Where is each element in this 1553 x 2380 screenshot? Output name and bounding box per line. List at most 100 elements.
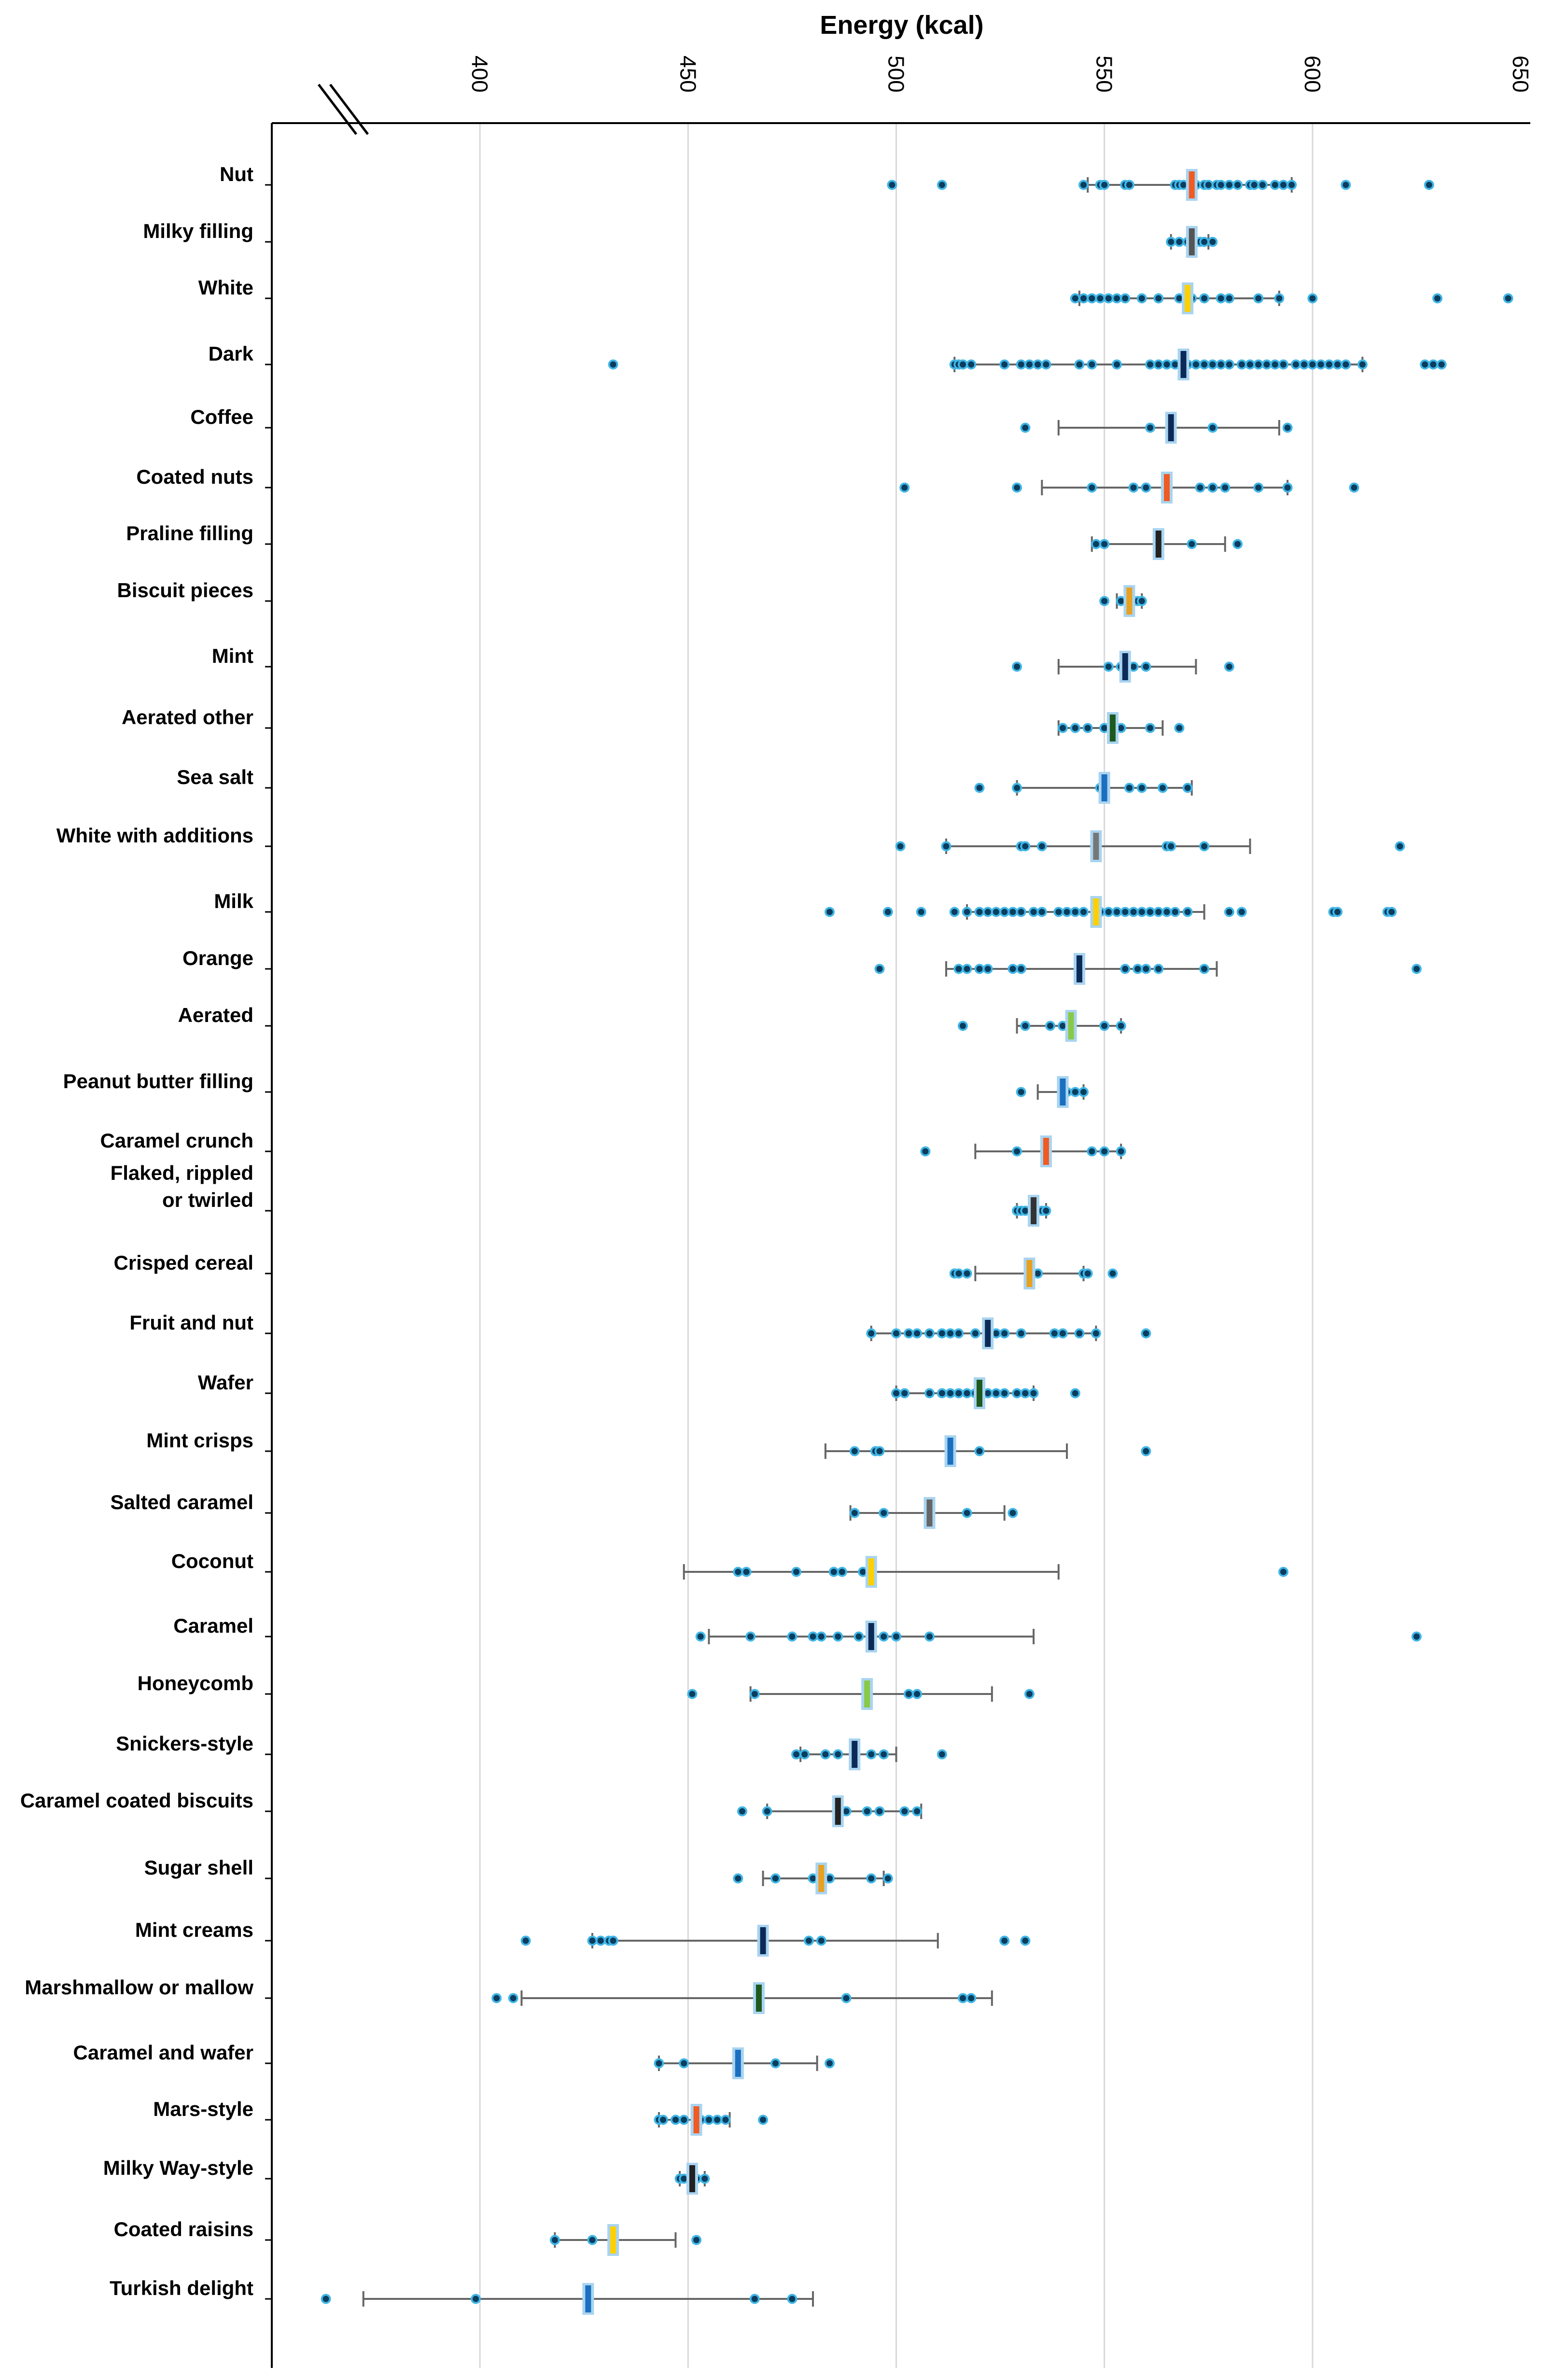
- data-point: [1145, 359, 1156, 370]
- data-point: [712, 2114, 723, 2125]
- data-point: [1012, 1146, 1022, 1157]
- data-point: [1332, 907, 1343, 917]
- median-marker: [818, 1865, 825, 1892]
- data-point: [962, 907, 972, 917]
- data-point: [799, 1749, 810, 1760]
- data-point: [882, 1873, 893, 1884]
- category-label: Coconut: [171, 1550, 253, 1572]
- category-series: [265, 2224, 702, 2256]
- median-marker: [756, 1985, 762, 2012]
- data-point: [1299, 359, 1310, 370]
- category-series: [265, 1497, 1018, 1529]
- data-point: [703, 2114, 714, 2125]
- data-point: [891, 1388, 901, 1399]
- median-marker: [1164, 474, 1170, 501]
- median-marker: [926, 1499, 933, 1526]
- median-marker: [1180, 351, 1187, 378]
- data-point: [924, 1328, 935, 1339]
- data-point: [679, 2114, 689, 2125]
- data-point: [1041, 359, 1051, 370]
- category-series: [265, 1678, 1035, 1710]
- data-point: [853, 1631, 864, 1642]
- data-point: [991, 907, 1001, 917]
- data-point: [1395, 841, 1405, 852]
- data-point: [849, 1446, 860, 1456]
- data-point: [1224, 293, 1234, 304]
- data-point: [1161, 907, 1172, 917]
- data-point: [608, 359, 618, 370]
- data-point: [962, 1268, 972, 1279]
- data-point: [1049, 1328, 1060, 1339]
- x-axis-title: Energy (kcal): [820, 11, 983, 40]
- data-point: [1116, 1146, 1126, 1157]
- data-point: [654, 2058, 664, 2069]
- data-point: [587, 1935, 598, 1946]
- median-marker: [1060, 1078, 1066, 1106]
- data-point: [1099, 1021, 1110, 1031]
- category-series: [265, 1621, 1422, 1652]
- data-point: [837, 1567, 847, 1577]
- data-point: [1124, 180, 1134, 190]
- category-label: Sea salt: [177, 766, 253, 788]
- data-point: [1099, 180, 1110, 190]
- data-point: [658, 2114, 669, 2125]
- data-point: [1070, 1087, 1080, 1097]
- category-label: Caramel coated biscuits: [20, 1789, 253, 1812]
- median-marker: [835, 1798, 841, 1825]
- median-marker: [1189, 171, 1195, 198]
- data-point: [549, 2235, 560, 2245]
- axis-break-mark: [318, 84, 357, 135]
- median-marker: [1068, 1012, 1074, 1039]
- category-label: Salted caramel: [110, 1491, 253, 1513]
- data-point: [1174, 723, 1185, 733]
- category-label: Mint creams: [135, 1918, 253, 1941]
- data-point: [1024, 1689, 1035, 1699]
- box-series: [265, 169, 1513, 2315]
- data-point: [974, 964, 985, 974]
- data-point: [1270, 180, 1280, 190]
- median-marker: [1168, 414, 1174, 441]
- data-point: [974, 783, 985, 793]
- data-point: [1270, 359, 1280, 370]
- data-point: [962, 1508, 972, 1518]
- category-label: Sugar shell: [144, 1856, 253, 1879]
- data-point: [787, 2294, 797, 2304]
- data-point: [1424, 180, 1434, 190]
- data-point: [791, 1567, 802, 1577]
- category-label: Flaked, rippled: [111, 1162, 253, 1184]
- data-point: [733, 1567, 743, 1577]
- data-point: [1007, 1508, 1018, 1518]
- data-point: [1062, 907, 1072, 917]
- data-point: [970, 1328, 980, 1339]
- median-marker: [1122, 653, 1128, 680]
- data-point: [957, 1993, 968, 2003]
- category-series: [265, 2047, 835, 2079]
- category-label: Peanut butter filling: [63, 1070, 253, 1092]
- category-label: Mars-style: [153, 2098, 253, 2120]
- median-marker: [868, 1623, 874, 1650]
- data-point: [949, 907, 960, 917]
- data-point: [745, 1631, 756, 1642]
- category-label: Coated raisins: [114, 2218, 253, 2240]
- category-label: Milky Way-style: [103, 2156, 253, 2179]
- data-point: [687, 1689, 698, 1699]
- data-point: [1199, 964, 1210, 974]
- data-point: [1087, 359, 1097, 370]
- data-point: [1016, 1328, 1026, 1339]
- category-label: Coffee: [190, 406, 253, 428]
- data-point: [1112, 293, 1122, 304]
- data-point: [1386, 907, 1397, 917]
- data-point: [1124, 783, 1134, 793]
- median-marker: [760, 1927, 766, 1954]
- data-point: [700, 2173, 710, 2184]
- data-point: [1232, 539, 1243, 549]
- category-label: Biscuit pieces: [117, 579, 253, 602]
- data-point: [1028, 1388, 1039, 1399]
- category-series: [265, 169, 1434, 201]
- data-point: [608, 1935, 618, 1946]
- data-point: [866, 1749, 877, 1760]
- data-point: [1249, 180, 1259, 190]
- data-point: [1024, 359, 1035, 370]
- median-marker: [868, 1558, 874, 1585]
